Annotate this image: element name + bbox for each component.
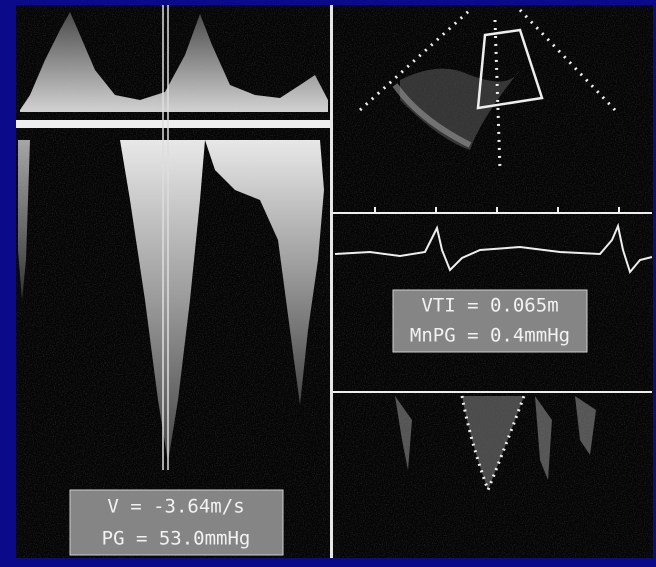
divider [330,5,333,558]
measurement-label: VTI = 0.065m [421,295,558,317]
measurement-label: MnPG = 0.4mmHg [410,325,570,347]
ultrasound-screen: V = -3.64m/s PG = 53.0mmHg VTI = 0.065m … [0,0,656,567]
baseline [16,120,330,128]
measurement-label: PG = 53.0mmHg [102,528,251,550]
page: V = -3.64m/s PG = 53.0mmHg VTI = 0.065m … [0,0,656,567]
speckle [16,5,653,558]
measurement-label: V = -3.64m/s [107,496,244,518]
